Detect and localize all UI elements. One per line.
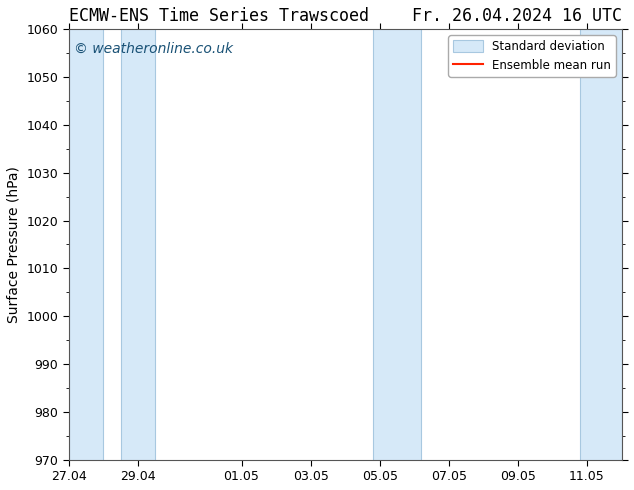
Bar xyxy=(69,29,103,460)
Text: Fr. 26.04.2024 16 UTC: Fr. 26.04.2024 16 UTC xyxy=(411,7,621,25)
Bar xyxy=(120,29,155,460)
Bar xyxy=(373,29,421,460)
Legend: Standard deviation, Ensemble mean run: Standard deviation, Ensemble mean run xyxy=(448,35,616,76)
Text: ECMW-ENS Time Series Trawscoed: ECMW-ENS Time Series Trawscoed xyxy=(69,7,369,25)
Bar xyxy=(580,29,621,460)
Text: © weatheronline.co.uk: © weatheronline.co.uk xyxy=(74,42,233,56)
Y-axis label: Surface Pressure (hPa): Surface Pressure (hPa) xyxy=(7,166,21,323)
